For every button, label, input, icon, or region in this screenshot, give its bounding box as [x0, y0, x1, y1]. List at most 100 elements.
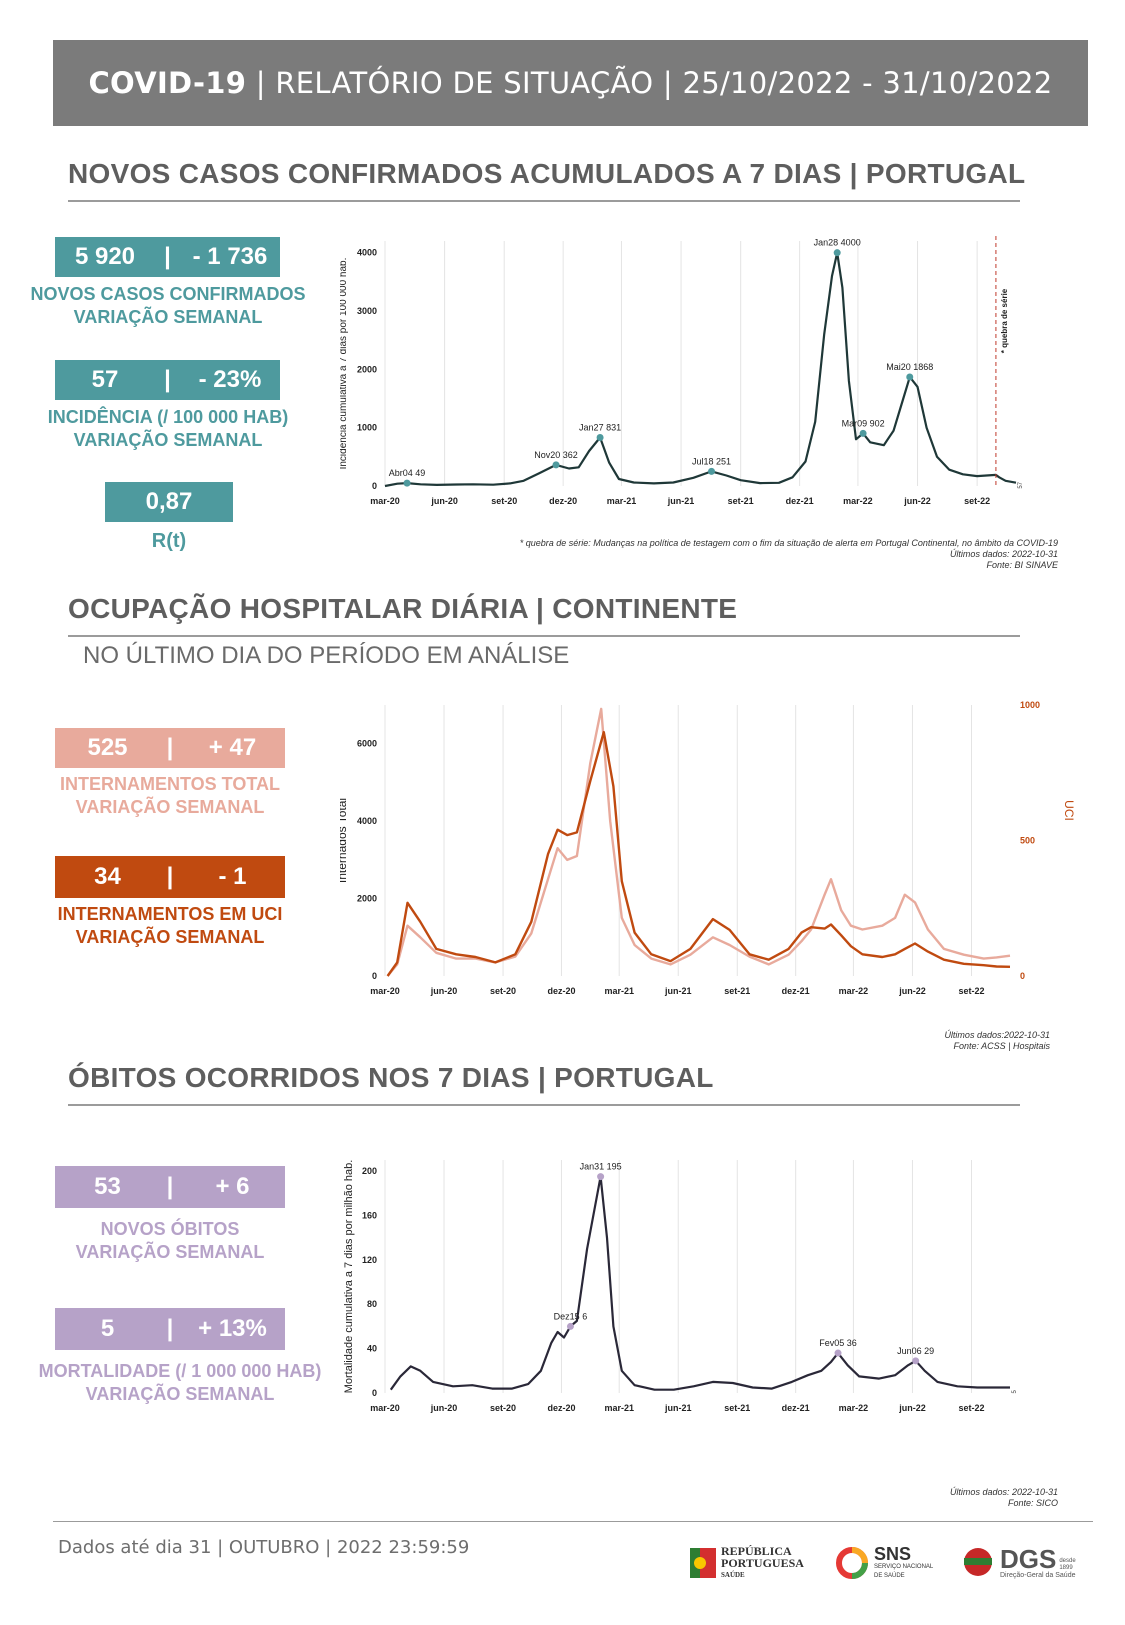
- x-tick-label: mar-20: [370, 496, 400, 506]
- kpi-total-sep: |: [166, 734, 174, 761]
- kpi-total-label1: INTERNAMENTOS TOTAL: [60, 774, 280, 794]
- kpi-total-box: 525 | + 47: [55, 728, 285, 768]
- y-tick-label: 80: [367, 1299, 377, 1309]
- section-cases-title: NOVOS CASOS CONFIRMADOS ACUMULADOS A 7 D…: [68, 158, 1026, 189]
- kpi-icu-change: - 1: [218, 863, 247, 890]
- y-tick-label: 0: [372, 971, 377, 981]
- x-tick-label: set-22: [964, 496, 990, 506]
- end-value-label: 57: [1018, 481, 1024, 488]
- x-tick-label: mar-20: [370, 986, 400, 996]
- annotation-label: Nov20 362: [534, 450, 578, 460]
- y-axis-label: Incidência cumulativa a 7 dias por 100 0…: [340, 258, 349, 470]
- kpi-deaths-value: 53: [94, 1173, 121, 1200]
- y-tick-label: 2000: [357, 364, 377, 374]
- kpi-icu-box: 34 | - 1: [55, 856, 285, 898]
- kpi-cases-sep: |: [164, 243, 171, 270]
- kpi-rt-box: 0,87: [105, 482, 233, 522]
- annotation-label: Jan31 195: [580, 1162, 622, 1172]
- x-tick-label: jun-22: [898, 1403, 926, 1413]
- annotation-point: [403, 479, 411, 487]
- y-tick-label: 6000: [357, 739, 377, 749]
- x-tick-label: set-21: [728, 496, 754, 506]
- kpi-incidence-change: - 23%: [198, 366, 262, 393]
- kpi-icu-value: 34: [94, 863, 121, 890]
- section-cases-rule: [68, 200, 1020, 202]
- kpi-icu-label2: VARIAÇÃO SEMANAL: [75, 927, 265, 947]
- x-tick-label: jun-22: [903, 496, 931, 506]
- x-tick-label: set-22: [958, 986, 984, 996]
- x-tick-label: dez-20: [547, 1403, 575, 1413]
- series-line: [384, 251, 1017, 488]
- x-tick-label: mar-21: [607, 496, 637, 506]
- logo-rp-line1: REPÚBLICA: [721, 1544, 792, 1558]
- chart3-source: Fonte: SICO: [1007, 1498, 1058, 1508]
- end-value-label: 5: [1012, 1389, 1018, 1393]
- chart2-updated: Últimos dados:2022-10-31: [944, 1030, 1050, 1040]
- annotation-point: [906, 373, 914, 381]
- chart2-notes: Últimos dados:2022-10-31 Fonte: ACSS | H…: [340, 1030, 1050, 1052]
- y-tick-label: 4000: [357, 248, 377, 258]
- kpi-deaths-label2: VARIAÇÃO SEMANAL: [75, 1242, 265, 1262]
- hospital-chart: mar-20 jun-20 set-20 dez-20 mar-21 jun-21 set-…: [340, 700, 1076, 996]
- y-tick-label: 4000: [357, 816, 377, 826]
- section-deaths-title: ÓBITOS OCORRIDOS NOS 7 DIAS | PORTUGAL: [68, 1062, 714, 1093]
- annotation-point: [597, 1173, 605, 1181]
- y-tick-label: 200: [362, 1166, 377, 1176]
- logo-dgs-since: desde 1899: [1059, 1557, 1076, 1571]
- footer-text: Dados até dia 31 | OUTUBRO | 2022 23:59:…: [58, 1537, 470, 1558]
- chart3-notes: Últimos dados: 2022-10-31 Fonte: SICO: [340, 1487, 1058, 1509]
- x-tick-label: mar-22: [839, 986, 869, 996]
- kpi-cases-label2: VARIAÇÃO SEMANAL: [73, 307, 263, 327]
- logo-dgs: DGS desde 1899 Direção-Geral da Saúde: [960, 1544, 1079, 1580]
- kpi-cases-value: 5 920: [74, 243, 136, 270]
- x-tick-label: jun-21: [667, 496, 695, 506]
- y-axis-label: Internados Total: [340, 798, 349, 883]
- footer-rule: [53, 1521, 1093, 1522]
- annotation-label: Fev05 36: [819, 1338, 857, 1348]
- sns-logo-icon: [836, 1547, 868, 1579]
- x-tick-label: jun-20: [430, 496, 458, 506]
- annotation-point: [859, 429, 867, 437]
- kpi-cases-box: 5 920 | - 1 736: [55, 237, 280, 277]
- kpi-mortality-change: + 13%: [198, 1315, 267, 1342]
- annotation-point: [596, 434, 604, 442]
- logo-rp-line3: SAÚDE: [721, 1571, 745, 1579]
- x-tick-label: dez-20: [547, 986, 575, 996]
- chart1-notes: * quebra de série: Mudanças na política …: [340, 538, 1058, 571]
- logo-sns: SNS SERVIÇO NACIONAL DE SAÚDE: [835, 1545, 933, 1581]
- kpi-total-value: 525: [87, 734, 128, 761]
- banner-title-rest: | RELATÓRIO DE SITUAÇÃO | 25/10/2022 - 3…: [246, 66, 1053, 100]
- kpi-mortality-value: 5: [100, 1315, 115, 1342]
- annotation-label: Jan27 831: [579, 423, 621, 433]
- annotation-point: [833, 249, 841, 257]
- x-tick-label: mar-22: [839, 1403, 869, 1413]
- kpi-deaths-change: + 6: [215, 1173, 250, 1200]
- kpi-incidence-label: INCIDÊNCIA (/ 100 000 HAB) VARIAÇÃO SEMA…: [18, 406, 318, 452]
- portugal-flag-icon: [690, 1548, 716, 1578]
- x-tick-label: set-21: [724, 986, 750, 996]
- x-tick-label: jun-21: [664, 1403, 692, 1413]
- x-tick-label: mar-22: [843, 496, 873, 506]
- annotation-point: [552, 461, 560, 469]
- annotation-point: [566, 1322, 574, 1330]
- x-tick-label: jun-20: [430, 986, 458, 996]
- x-tick-label: dez-21: [782, 1403, 810, 1413]
- kpi-incidence-value: 57: [91, 366, 119, 393]
- kpi-mortality-label2: VARIAÇÃO SEMANAL: [85, 1384, 275, 1404]
- y2-tick-label: 0: [1020, 971, 1025, 981]
- y-tick-label: 120: [362, 1255, 377, 1265]
- annotation-label: Abr04 49: [389, 468, 426, 478]
- y2-axis-label: UCI: [1062, 800, 1076, 821]
- x-tick-label: jun-22: [898, 986, 926, 996]
- x-tick-label: set-20: [490, 1403, 516, 1413]
- series-line: [386, 730, 1011, 977]
- logo-sns-line2: SERVIÇO NACIONAL: [874, 1564, 934, 1570]
- annotation-label: Jun06 29: [897, 1346, 934, 1356]
- logo-sns-line3: DE SAÚDE: [874, 1573, 905, 1579]
- kpi-rt-value: 0,87: [145, 488, 193, 515]
- kpi-total-change: + 47: [208, 734, 257, 761]
- logo-dgs-line2: Direção-Geral da Saúde: [1000, 1571, 1076, 1579]
- kpi-incidence-sep: |: [164, 366, 171, 393]
- kpi-deaths-box: 53 | + 6: [55, 1166, 285, 1208]
- kpi-incidence-box: 57 | - 23%: [55, 360, 280, 400]
